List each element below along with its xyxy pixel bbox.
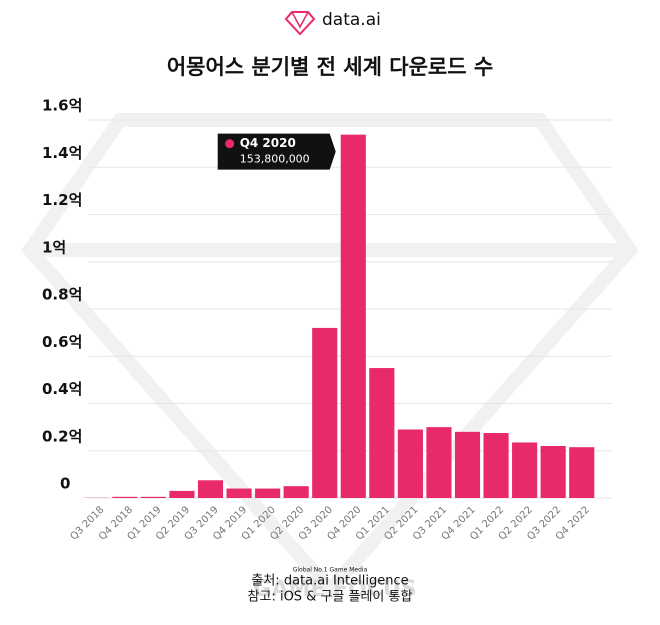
source: 출처: data.ai Intelligence <box>251 574 408 589</box>
bar <box>540 446 566 498</box>
bar <box>255 488 281 498</box>
y-tick-label: 0.6억 <box>42 333 82 351</box>
bar <box>454 431 481 498</box>
tooltip-dot <box>225 139 235 149</box>
y-tick-label: 0.8억 <box>42 286 82 304</box>
logo-text: data.ai <box>322 10 381 30</box>
y-tick-label: 1.2억 <box>42 191 82 209</box>
y-tick-label: 1.4억 <box>42 144 82 162</box>
tooltip-title: Q4 2020 <box>240 136 296 150</box>
tooltip: Q4 2020 153,800,000 <box>217 133 336 170</box>
bar <box>426 427 452 498</box>
y-tick-label: 1.6억 <box>42 97 82 115</box>
note: 참고: iOS & 구글 플레이 통합 <box>248 590 413 605</box>
tooltip-value: 153,800,000 <box>240 153 310 166</box>
bar <box>140 496 166 498</box>
watermark-tagline: Global No.1 Game Media <box>293 567 368 574</box>
bar <box>512 442 538 498</box>
logo: data.ai <box>284 10 381 36</box>
bar <box>569 447 595 498</box>
y-tick-label: 0.2억 <box>42 427 82 445</box>
watermark-brand: GAME FOCUS <box>253 577 416 602</box>
bar <box>283 486 309 498</box>
bar <box>397 429 423 498</box>
bar <box>112 496 138 498</box>
chart-title: 어몽어스 분기별 전 세계 다운로드 수 <box>167 55 493 79</box>
tooltip-box <box>217 133 336 170</box>
y-tick-label: 0.4억 <box>42 380 82 398</box>
bar <box>483 433 509 498</box>
bar <box>369 368 395 498</box>
bar <box>226 488 252 498</box>
y-tick-label: 0 <box>60 475 70 493</box>
y-tick-label: 1억 <box>42 238 66 256</box>
bar <box>169 490 195 498</box>
bar <box>312 327 338 498</box>
bar <box>197 480 224 498</box>
bar <box>340 134 366 498</box>
